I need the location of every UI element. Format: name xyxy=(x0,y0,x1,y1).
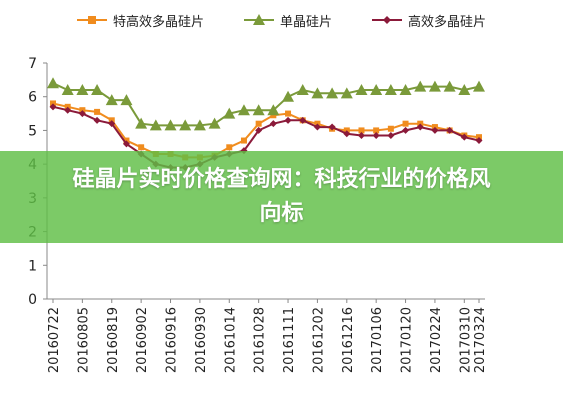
x-tick-label: 20161111 xyxy=(282,307,297,373)
data-point-triangle xyxy=(428,80,441,92)
data-point-triangle xyxy=(252,104,265,116)
legend-label-series-3: 高效多晶硅片 xyxy=(408,14,487,30)
data-point-triangle xyxy=(473,80,485,92)
x-tick-label: 20170224 xyxy=(429,307,444,373)
data-point-diamond xyxy=(460,133,468,141)
data-point-triangle xyxy=(296,83,309,95)
legend-diamond-marker-icon xyxy=(372,16,402,24)
data-point-square xyxy=(270,112,277,119)
data-point-triangle xyxy=(443,80,456,92)
x-tick-label: 20160722 xyxy=(47,307,62,373)
x-tick-label: 20170324 xyxy=(473,307,488,373)
data-point-triangle xyxy=(384,83,397,95)
x-tick-label: 20161202 xyxy=(311,307,326,373)
data-point-diamond xyxy=(328,123,336,131)
data-point-triangle xyxy=(208,117,221,129)
data-point-triangle xyxy=(458,83,471,95)
data-point-square xyxy=(255,120,262,127)
data-point-diamond xyxy=(357,131,365,139)
x-tick-label: 20170120 xyxy=(400,307,415,373)
x-tick-label: 20161014 xyxy=(223,307,238,373)
legend-item-series-1: 特高效多晶硅片 xyxy=(76,11,204,30)
banner-title: 硅晶片实时价格查询网：科技行业的价格风向标 xyxy=(72,167,491,226)
data-point-diamond xyxy=(255,126,263,134)
data-point-diamond xyxy=(343,130,351,138)
data-point-square xyxy=(358,127,365,134)
legend-triangle-marker-icon xyxy=(243,14,274,25)
data-point-square xyxy=(94,108,101,115)
title-banner: 硅晶片实时价格查询网：科技行业的价格风向标 xyxy=(0,151,563,243)
legend-item-series-3: 高效多晶硅片 xyxy=(372,11,486,30)
data-point-diamond xyxy=(299,116,307,124)
data-point-triangle xyxy=(282,90,295,102)
data-point-square xyxy=(387,125,394,132)
data-point-square xyxy=(373,127,380,134)
x-tick-label: 20161028 xyxy=(253,307,268,373)
y-tick-label: 1 xyxy=(28,258,37,274)
data-point-triangle xyxy=(120,94,133,106)
chart-legend: 特高效多晶硅片 单晶硅片 高效多晶硅片 xyxy=(0,8,563,32)
x-tick-label: 20170106 xyxy=(370,307,385,373)
x-tick-label: 20160805 xyxy=(76,307,91,373)
data-point-triangle xyxy=(237,104,250,116)
data-point-triangle xyxy=(370,83,383,95)
legend-item-series-2: 单晶硅片 xyxy=(243,11,332,30)
data-point-triangle xyxy=(311,87,324,99)
data-point-diamond xyxy=(122,140,130,148)
data-point-triangle xyxy=(61,83,74,95)
y-tick-label: 7 xyxy=(28,56,37,72)
data-point-square xyxy=(402,120,409,127)
y-tick-label: 6 xyxy=(28,90,37,106)
data-point-diamond xyxy=(416,123,424,131)
data-point-diamond xyxy=(269,120,277,128)
x-tick-label: 20170310 xyxy=(458,307,473,373)
x-tick-label: 20160902 xyxy=(135,307,150,373)
data-point-diamond xyxy=(108,120,116,128)
data-point-diamond xyxy=(284,116,292,124)
x-tick-label: 20160930 xyxy=(194,307,209,373)
legend-label-series-1: 特高效多晶硅片 xyxy=(112,14,204,30)
data-point-triangle xyxy=(105,94,118,106)
data-point-triangle xyxy=(399,83,412,95)
legend-label-series-2: 单晶硅片 xyxy=(279,14,332,30)
data-point-diamond xyxy=(475,137,483,145)
data-point-diamond xyxy=(78,110,86,118)
x-tick-label: 20160819 xyxy=(106,307,121,373)
data-point-triangle xyxy=(76,83,89,95)
y-tick-label: 0 xyxy=(28,292,37,308)
y-tick-label: 5 xyxy=(28,123,37,139)
x-tick-label: 20160916 xyxy=(165,307,180,373)
data-point-triangle xyxy=(47,77,59,89)
data-point-diamond xyxy=(64,106,72,114)
data-point-triangle xyxy=(355,83,368,95)
data-point-triangle xyxy=(340,87,353,99)
data-point-triangle xyxy=(414,80,427,92)
data-point-triangle xyxy=(164,119,177,131)
data-point-diamond xyxy=(446,126,454,134)
data-point-triangle xyxy=(326,87,339,99)
data-point-square xyxy=(138,144,145,151)
data-point-diamond xyxy=(313,123,321,131)
data-point-diamond xyxy=(402,126,410,134)
legend-square-marker-icon xyxy=(76,16,107,24)
data-point-triangle xyxy=(149,119,162,131)
data-point-diamond xyxy=(372,131,380,139)
data-point-triangle xyxy=(91,83,104,95)
data-point-diamond xyxy=(387,131,395,139)
data-point-triangle xyxy=(267,104,280,116)
data-point-square xyxy=(285,110,292,117)
data-point-square xyxy=(226,144,233,151)
data-point-square xyxy=(240,137,247,144)
data-point-triangle xyxy=(223,107,236,119)
data-point-diamond xyxy=(431,126,439,134)
data-point-triangle xyxy=(179,119,192,131)
data-point-diamond xyxy=(93,116,101,124)
x-tick-label: 20161216 xyxy=(341,307,356,373)
data-point-triangle xyxy=(135,117,148,129)
data-point-diamond xyxy=(49,103,57,111)
data-point-triangle xyxy=(193,119,206,131)
